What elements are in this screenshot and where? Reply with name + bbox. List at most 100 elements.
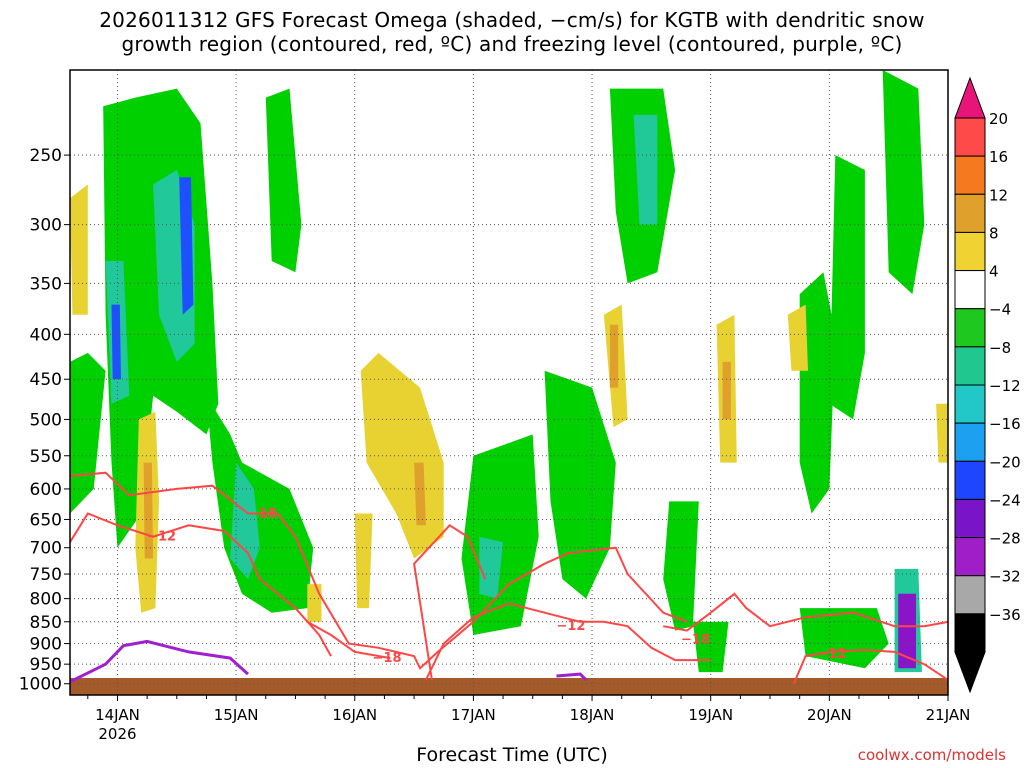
colorbar-label: −20	[989, 453, 1021, 471]
colorbar-label: −4	[989, 301, 1011, 319]
colorbar-swatch	[954, 231, 986, 272]
omega-region-green	[829, 155, 865, 420]
omega-region-teal	[479, 536, 504, 599]
x-tick-label: 15JAN	[214, 706, 259, 724]
omega-region-yellow	[70, 184, 88, 315]
colorbar-label: 20	[989, 110, 1008, 128]
freezing-level-contour	[70, 639, 250, 684]
omega-region-orange	[609, 324, 619, 388]
y-tick-label: 400	[30, 325, 62, 345]
colorbar-swatch	[954, 384, 986, 424]
chart-title-line-2: growth region (contoured, red, ºC) and f…	[121, 32, 903, 56]
colorbar-label: −16	[989, 415, 1021, 433]
contour-label: −12	[556, 619, 585, 634]
y-tick-label: 350	[30, 274, 62, 294]
colorbar-swatch	[954, 308, 986, 348]
contour-label: −12	[817, 647, 846, 662]
omega-region-orange	[414, 462, 426, 526]
dgz-contour	[306, 620, 391, 660]
x-tick-sublabel: 2026	[98, 725, 136, 743]
colorbar-swatch	[954, 613, 986, 653]
x-tick-label: 20JAN	[807, 706, 852, 724]
x-tick-label: 17JAN	[451, 706, 496, 724]
omega-region-yellow	[354, 513, 373, 609]
dgz-contour	[425, 602, 711, 681]
y-tick-label: 650	[30, 510, 62, 530]
dgz-contour	[70, 512, 332, 657]
y-tick-label: 500	[30, 410, 62, 430]
colorbar-bottom-triangle	[954, 651, 986, 694]
plot-frame	[69, 69, 949, 696]
colorbar-swatch	[954, 117, 986, 157]
colorbar-swatch	[954, 460, 986, 500]
y-tick-label: 950	[30, 655, 62, 675]
omega-region-green	[70, 352, 106, 514]
omega-region-green	[544, 370, 616, 599]
y-tick-label: 900	[30, 635, 62, 655]
omega-region-green	[882, 70, 925, 295]
colorbar-swatch	[954, 537, 986, 577]
colorbar-label: −32	[989, 568, 1021, 586]
x-tick-label: 18JAN	[570, 706, 615, 724]
contour-label: −18	[248, 507, 277, 522]
x-axis-label: Forecast Time (UTC)	[416, 744, 608, 766]
colorbar-swatch	[954, 575, 986, 615]
contour-label: −18	[681, 632, 710, 647]
contour-label: −12	[147, 530, 176, 545]
colorbar-swatch	[954, 270, 986, 310]
y-tick-label: 1000	[19, 675, 62, 695]
omega-region-teal	[633, 114, 658, 225]
credit-link[interactable]: coolwx.com/models	[857, 746, 1006, 764]
dgz-contour	[70, 471, 688, 670]
colorbar-label: 4	[989, 263, 999, 281]
x-tick-label: 14JAN	[95, 706, 140, 724]
colorbar-swatch	[954, 155, 986, 195]
omega-region-green	[663, 501, 699, 631]
y-tick-label: 800	[30, 590, 62, 610]
colorbar-label: −8	[989, 339, 1011, 357]
colorbar-label: −28	[989, 530, 1021, 548]
colorbar-label: 12	[989, 186, 1008, 204]
contour-label: −18	[373, 651, 402, 666]
chart-title-line-1: 2026011312 GFS Forecast Omega (shaded, −…	[99, 8, 925, 32]
y-tick-label: 300	[30, 216, 62, 236]
ground-surface	[70, 677, 948, 695]
omega-region-green	[799, 272, 836, 514]
omega-region-yellow	[936, 403, 948, 463]
dgz-contour	[792, 648, 948, 685]
colorbar-label: −12	[989, 377, 1021, 395]
omega-region-blue	[179, 177, 194, 315]
colorbar-swatch	[954, 498, 986, 539]
y-tick-label: 750	[30, 565, 62, 585]
omega-region-orange	[722, 361, 731, 420]
omega-region-teal	[230, 462, 260, 580]
dgz-contour	[663, 592, 948, 632]
omega-region-green	[265, 88, 302, 273]
y-tick-label: 850	[30, 613, 62, 633]
colorbar-swatch	[954, 193, 986, 233]
x-tick-label: 21JAN	[926, 706, 971, 724]
colorbar-label: 8	[989, 224, 999, 242]
colorbar-label: −24	[989, 491, 1021, 509]
y-tick-label: 600	[30, 480, 62, 500]
omega-region-green	[117, 123, 136, 273]
colorbar-label: 16	[989, 148, 1008, 166]
omega-region-purple	[898, 593, 916, 669]
colorbar-top-triangle	[954, 76, 986, 119]
colorbar-swatch	[954, 346, 986, 386]
omega-region-yellow	[787, 304, 808, 371]
y-tick-label: 250	[30, 146, 62, 166]
y-tick-label: 700	[30, 539, 62, 559]
x-tick-label: 16JAN	[332, 706, 377, 724]
colorbar-label: −36	[989, 606, 1021, 624]
colorbar-swatch	[954, 422, 986, 462]
omega-region-blue	[111, 304, 121, 380]
y-tick-label: 550	[30, 447, 62, 467]
freezing-level-contour	[556, 672, 588, 681]
x-tick-label: 19JAN	[688, 706, 733, 724]
y-tick-label: 450	[30, 370, 62, 390]
dgz-contour	[413, 524, 487, 681]
omega-region-yellow	[307, 584, 322, 622]
